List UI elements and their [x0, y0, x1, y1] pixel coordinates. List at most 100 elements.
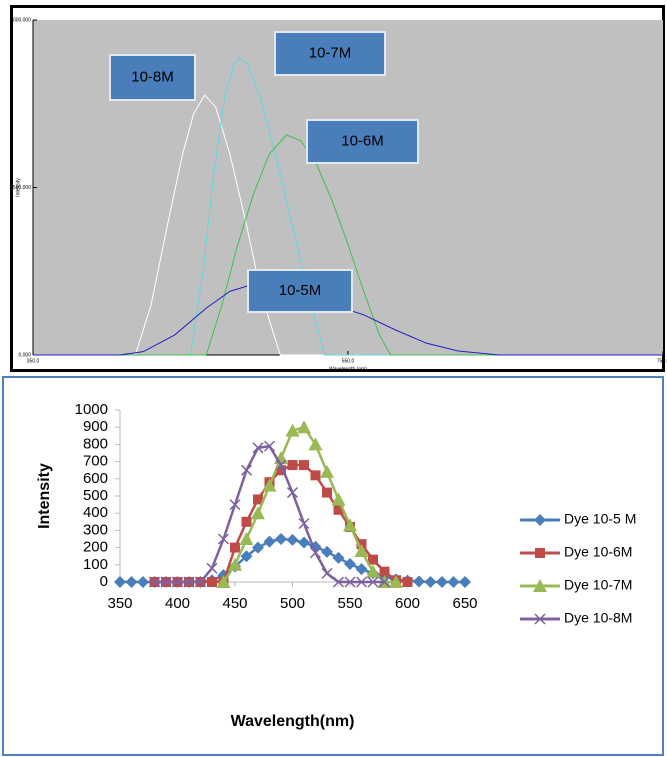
legend-marker [533, 579, 547, 592]
marker [343, 518, 357, 532]
marker [320, 464, 334, 478]
marker [286, 487, 299, 499]
marker [297, 420, 311, 434]
marker [368, 554, 378, 565]
y-tick-label: 600 [83, 470, 108, 487]
marker [378, 576, 391, 588]
legend-label: Dye 10-6M [564, 544, 632, 560]
legend-marker [535, 548, 545, 558]
marker [321, 545, 333, 558]
marker [285, 423, 300, 437]
marker [447, 576, 460, 588]
marker [240, 464, 253, 476]
x-tick-label: 550.0 [342, 358, 355, 364]
y-tick-label: 900 [83, 418, 108, 435]
marker [262, 478, 277, 492]
x-tick-label: 400 [165, 595, 190, 612]
marker [252, 541, 264, 554]
y-axis-title: Intensity [15, 178, 21, 197]
marker [322, 487, 332, 498]
marker [367, 576, 379, 588]
marker [287, 460, 298, 471]
marker [379, 566, 390, 577]
marker [137, 576, 149, 588]
marker [333, 504, 344, 515]
marker [148, 576, 161, 588]
x-axis-title: Wavelength (nm) [329, 366, 367, 372]
x-tick-label: 350 [107, 595, 132, 612]
marker [263, 440, 276, 452]
marker [286, 533, 299, 546]
y-tick-label: 0.000 [18, 352, 31, 358]
marker [344, 576, 356, 588]
x-tick-label: 500 [280, 595, 305, 612]
marker [309, 547, 322, 559]
y-tick-label: 1000.000 [10, 17, 31, 23]
x-tick-label: 650 [452, 595, 477, 612]
y-tick-label: 700 [83, 453, 108, 470]
marker [354, 544, 369, 558]
x-tick-label: 450 [222, 595, 247, 612]
marker [276, 465, 286, 476]
marker [355, 576, 368, 588]
annotation: 10-8M [131, 68, 174, 85]
marker [344, 557, 356, 570]
annotation-box [247, 269, 353, 313]
marker [298, 517, 310, 530]
marker [229, 499, 241, 511]
x-tick-label: 750.0 [657, 358, 667, 364]
marker [366, 564, 380, 578]
marker [241, 516, 252, 527]
marker [275, 459, 287, 471]
marker [194, 576, 207, 588]
y-axis-title: Intensity [36, 463, 53, 529]
x-axis-title: Wavelength(nm) [231, 713, 355, 730]
marker [240, 550, 253, 563]
x-tick-label: 550 [337, 595, 362, 612]
legend-marker [534, 514, 546, 526]
marker [125, 576, 138, 588]
marker [251, 506, 265, 520]
annotation: 10-7M [309, 44, 352, 61]
marker [217, 533, 230, 545]
marker [459, 576, 471, 588]
series-line [33, 134, 663, 356]
annotation: 10-5M [279, 282, 322, 299]
marker [114, 576, 126, 588]
marker [424, 576, 437, 588]
marker [299, 460, 309, 471]
marker [239, 532, 254, 545]
marker [331, 492, 346, 506]
y-tick-label: 300 [83, 521, 108, 538]
series-line [222, 425, 396, 584]
marker [183, 576, 195, 588]
y-tick-label: 800 [83, 435, 108, 452]
y-tick-label: 200 [83, 539, 108, 556]
y-tick-label: 400 [83, 504, 108, 521]
marker [206, 562, 218, 574]
marker [332, 576, 345, 588]
marker [263, 535, 276, 548]
y-tick-label: 1000 [75, 401, 108, 418]
annotation-box [306, 119, 419, 164]
marker [171, 576, 184, 588]
marker [402, 577, 413, 587]
marker [228, 557, 242, 571]
y-tick-label: 500.000 [13, 185, 31, 191]
marker [216, 575, 231, 588]
marker [310, 470, 321, 481]
marker [230, 542, 240, 553]
annotation-box [109, 54, 196, 101]
marker [355, 563, 368, 576]
marker [332, 551, 345, 564]
marker [275, 533, 287, 545]
annotation-box [274, 31, 386, 76]
y-tick-label: 0 [100, 573, 108, 590]
x-tick-label: 600 [395, 595, 420, 612]
y-tick-label: 100 [83, 556, 108, 573]
marker [321, 567, 333, 579]
legend-label: Dye 10-7M [564, 577, 632, 593]
marker [252, 442, 264, 454]
annotation: 10-6M [341, 132, 384, 149]
